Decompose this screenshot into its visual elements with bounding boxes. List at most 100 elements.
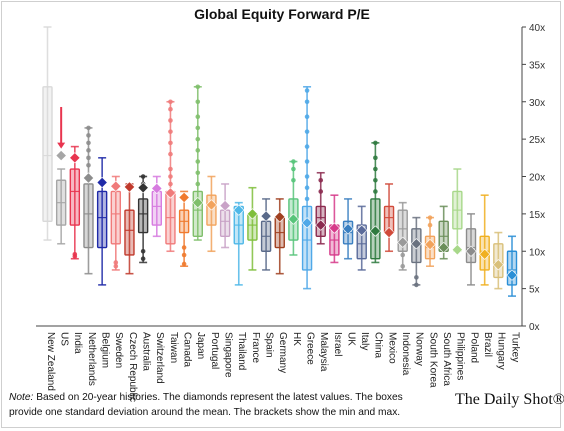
box-new-zealand — [42, 86, 53, 223]
outlier-greece — [304, 144, 310, 149]
box-switzerland — [151, 190, 162, 226]
outlier-japan — [195, 170, 201, 176]
outlier-norway — [414, 282, 419, 288]
x-tick-label-thailand: Thailand — [236, 332, 247, 370]
outlier-china — [373, 140, 378, 146]
x-tick-label-brazil: Brazil — [482, 332, 493, 357]
x-tick-label-italy: Italy — [359, 332, 370, 350]
outlier-canada — [181, 252, 187, 258]
outlier-canada — [181, 245, 187, 250]
latest-diamond-indonesia — [397, 236, 409, 248]
x-tick-label-belgium: Belgium — [100, 332, 111, 368]
outlier-indonesia — [400, 263, 406, 269]
outlier-malaysia — [318, 177, 324, 183]
outlier-greece — [304, 196, 310, 202]
outlier-japan — [195, 125, 201, 131]
latest-diamond-south-africa — [438, 241, 450, 254]
y-tick-label: 25x — [529, 135, 545, 146]
outlier-malaysia — [318, 189, 324, 194]
x-tick-label-taiwan: Taiwan — [168, 332, 179, 363]
chart-note: Note: Based on 20-year histories. The di… — [9, 391, 439, 420]
outlier-taiwan — [168, 99, 173, 105]
x-tick-label-poland: Poland — [468, 332, 479, 363]
outlier-netherlands — [86, 125, 91, 131]
outlier-netherlands — [86, 155, 91, 161]
latest-diamond-india — [69, 152, 81, 164]
y-tick-label: 15x — [529, 210, 545, 221]
latest-diamond-greece — [301, 217, 313, 229]
x-tick-label-new-zealand: New Zealand — [45, 332, 56, 391]
x-tick-label-china: China — [373, 332, 384, 359]
latest-diamond-japan — [192, 197, 204, 209]
latest-diamond-norway — [410, 238, 422, 250]
x-tick-label-portugal: Portugal — [209, 332, 220, 369]
latest-diamond-israel — [328, 222, 341, 234]
box-netherlands — [83, 183, 94, 249]
outlier-china — [373, 177, 378, 183]
x-tick-label-switzerland: Switzerland — [154, 332, 165, 384]
outlier-taiwan — [168, 166, 173, 172]
latest-diamond-philippines — [451, 244, 463, 256]
x-tick-label-israel: Israel — [332, 332, 343, 356]
latest-diamond-south-korea — [424, 238, 436, 251]
outlier-china — [373, 155, 378, 161]
outlier-taiwan — [168, 181, 173, 187]
chart-title: Global Equity Forward P/E — [194, 6, 370, 22]
x-tick-label-greece: Greece — [304, 332, 315, 365]
note-text: Based on 20-year histories. The diamonds… — [9, 392, 403, 418]
outlier-taiwan — [168, 140, 173, 146]
latest-diamond-taiwan — [164, 187, 177, 199]
latest-diamond-mexico — [383, 226, 395, 239]
outlier-greece — [304, 129, 310, 134]
outlier-netherlands — [86, 133, 91, 138]
box-australia — [137, 198, 149, 234]
x-tick-label-canada: Canada — [181, 332, 192, 367]
outlier-china — [373, 189, 378, 194]
latest-diamond-brazil — [479, 248, 491, 260]
latest-diamond-portugal — [205, 199, 218, 211]
box-greece — [301, 205, 313, 271]
outlier-india — [72, 251, 78, 257]
outlier-greece — [304, 99, 310, 105]
y-tick-label: 40x — [529, 23, 545, 34]
latest-diamond-netherlands — [82, 172, 95, 184]
outlier-hk — [291, 166, 296, 172]
x-tick-label-indonesia: Indonesia — [400, 332, 411, 376]
latest-diamond-china — [369, 225, 382, 237]
latest-diamond-canada — [178, 191, 190, 204]
outlier-greece — [304, 88, 310, 93]
box-czech-republic — [124, 209, 135, 256]
x-tick-label-australia: Australia — [140, 332, 151, 371]
outlier-japan — [195, 159, 201, 164]
x-tick-label-netherlands: Netherlands — [86, 332, 97, 386]
latest-diamond-belgium — [96, 176, 108, 189]
outlier-greece — [304, 159, 310, 164]
outlier-hk — [291, 177, 296, 183]
latest-diamond-thailand — [233, 204, 245, 216]
outlier-greece — [304, 114, 310, 119]
outlier-netherlands — [86, 140, 91, 146]
y-tick-label: 10x — [529, 247, 545, 258]
x-tick-label-germany: Germany — [277, 332, 288, 373]
outlier-taiwan — [168, 106, 173, 112]
x-tick-label-hungary: Hungary — [496, 332, 507, 370]
latest-diamond-poland — [465, 245, 477, 257]
latest-diamond-australia — [137, 182, 149, 194]
box-india — [69, 168, 81, 226]
x-tick-label-spain: Spain — [263, 332, 274, 358]
outlier-china — [373, 166, 378, 172]
brand-logo: The Daily Shot® — [455, 391, 564, 408]
latest-diamond-switzerland — [151, 182, 163, 195]
latest-diamond-sweden — [110, 180, 122, 192]
outlier-australia — [140, 174, 146, 179]
outlier-japan — [195, 181, 201, 187]
outlier-sweden — [113, 260, 119, 265]
box-belgium — [96, 190, 108, 249]
latest-diamond-turkey — [506, 269, 518, 281]
x-tick-label-turkey: Turkey — [509, 332, 520, 362]
x-tick-label-france: France — [250, 332, 261, 364]
outlier-japan — [195, 114, 201, 119]
annotation-arrow-head — [57, 142, 66, 149]
outlier-south-korea — [427, 222, 433, 228]
